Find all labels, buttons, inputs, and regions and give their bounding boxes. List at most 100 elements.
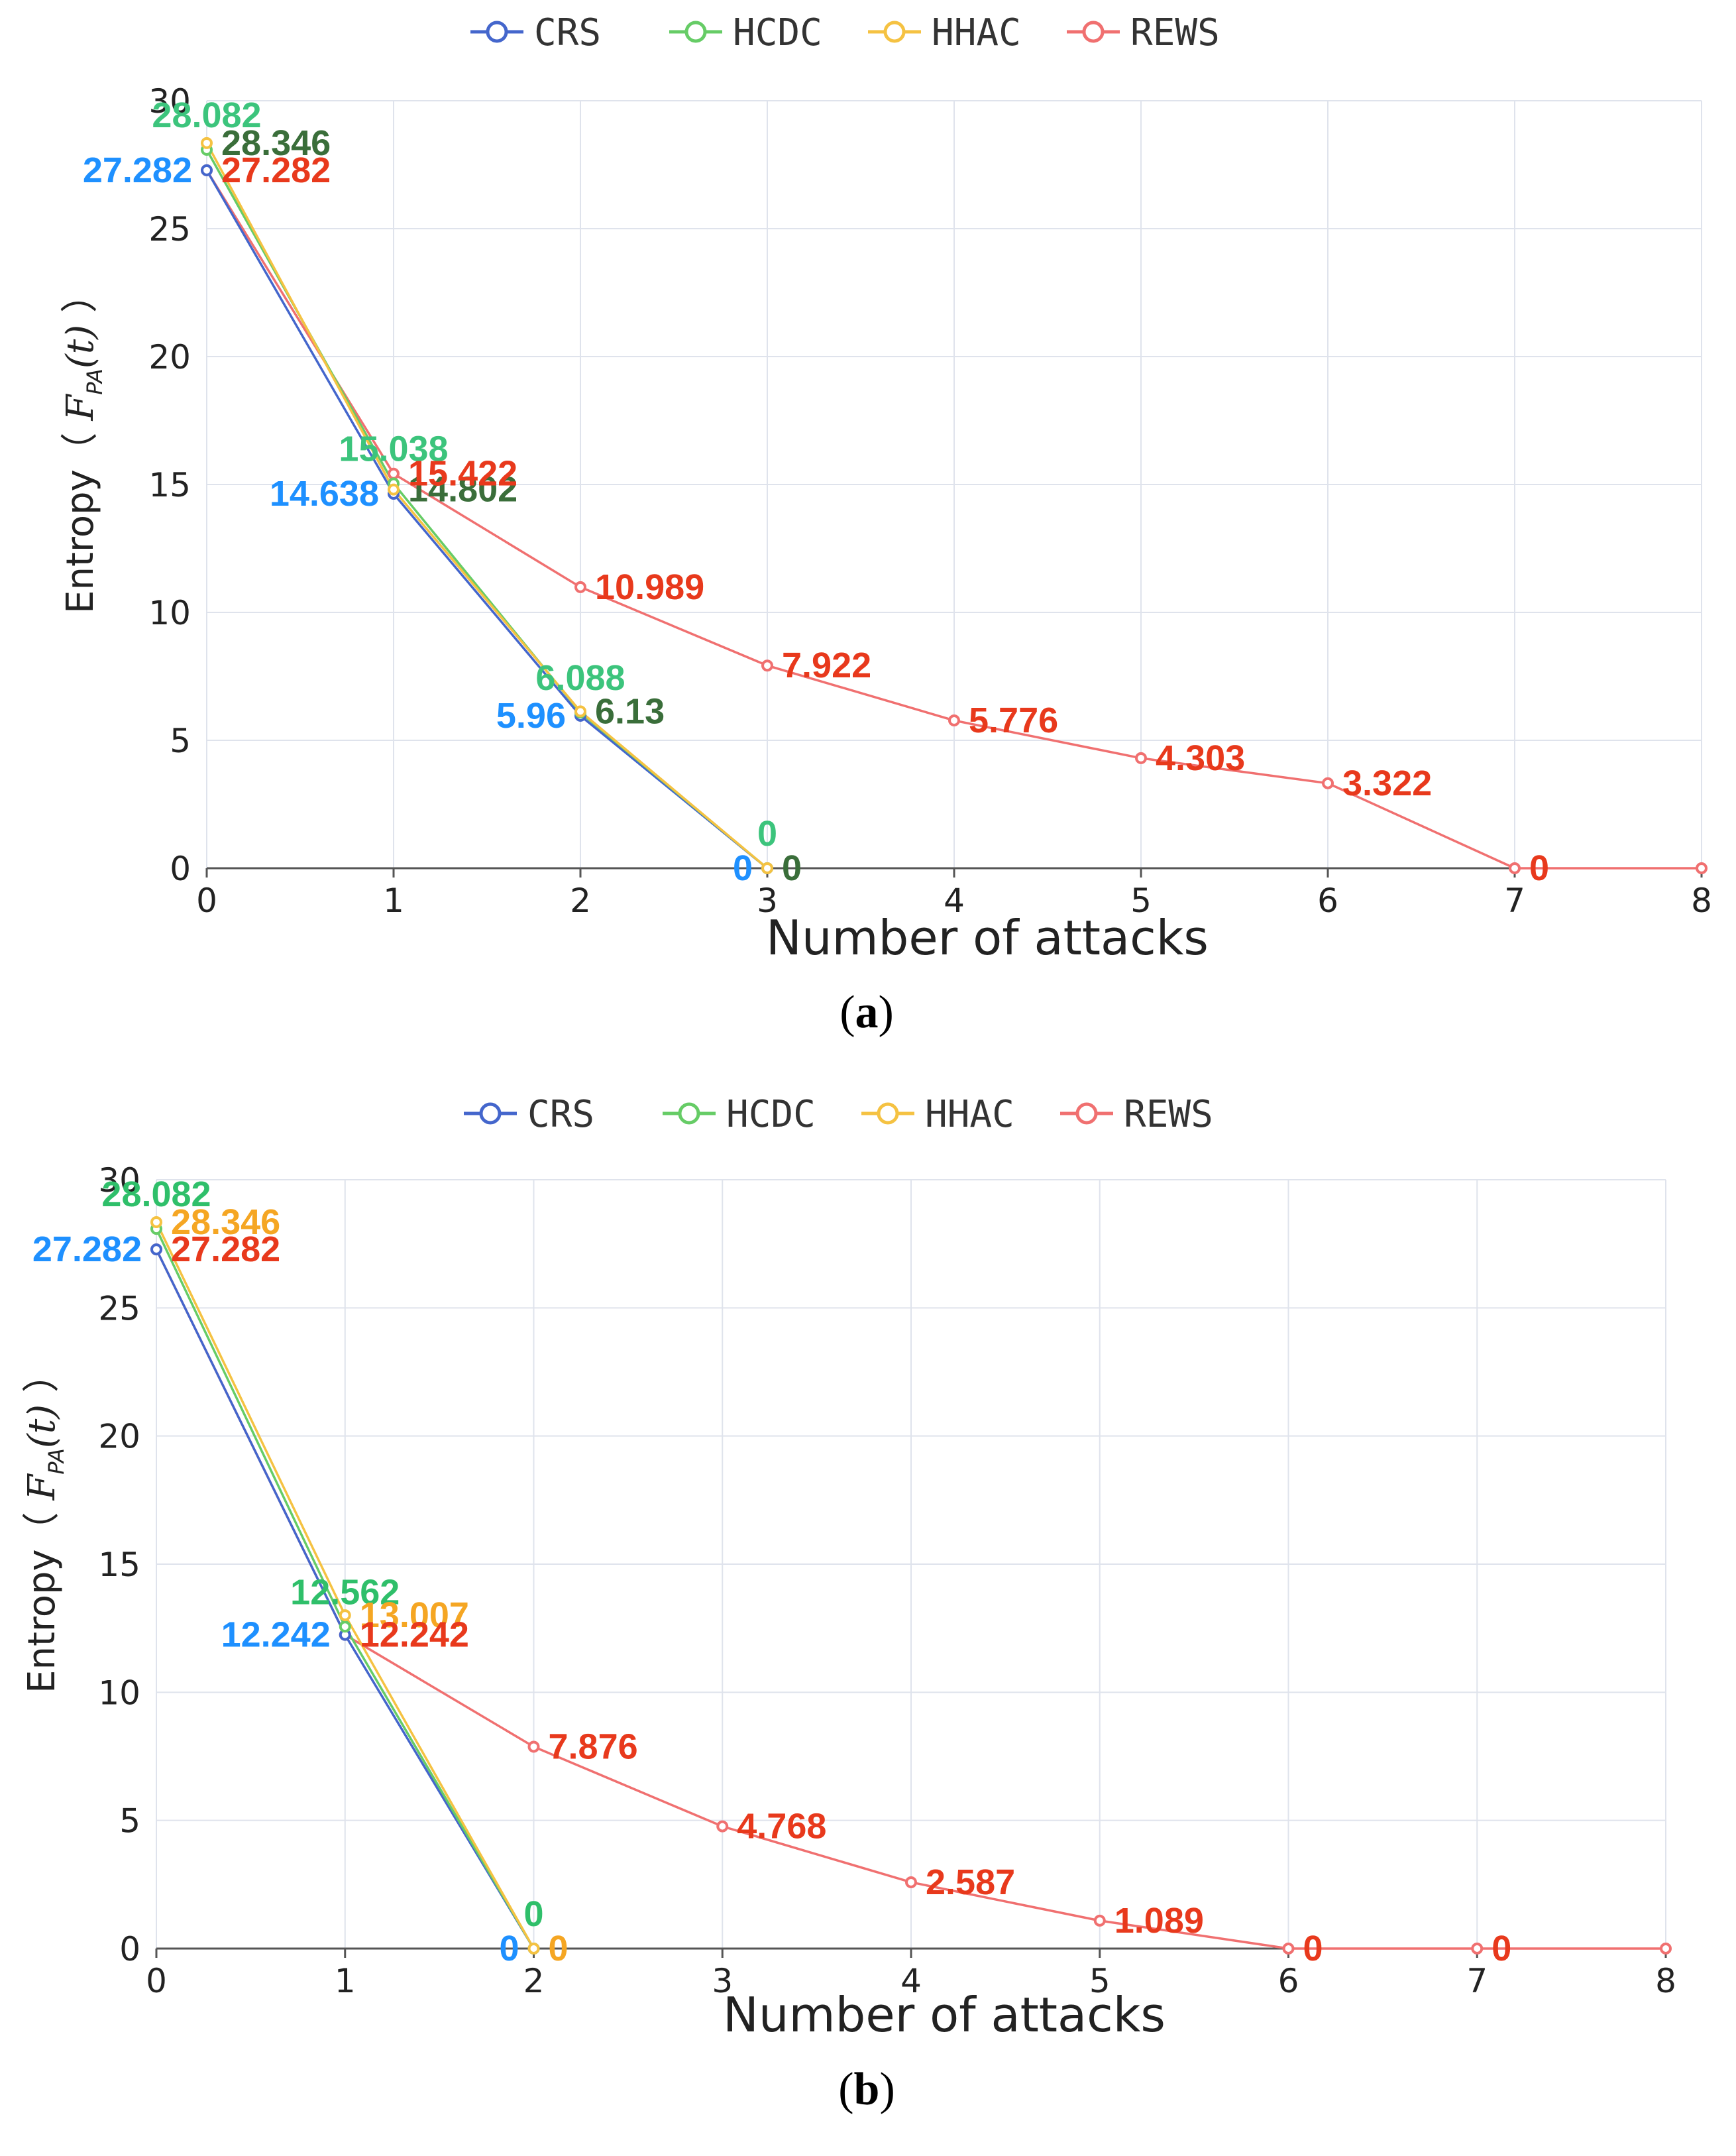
chart-b-data-label-hcdc-0: 28.082: [101, 1174, 211, 1214]
chart-b-y-axis-title-sub: PA: [44, 1448, 69, 1475]
chart-a-y-axis-title-sub: PA: [82, 369, 107, 395]
chart-a-ytick-label-2: 10: [148, 594, 191, 632]
chart-a-y-axis-title-var: F: [59, 394, 102, 422]
chart-a: 0 1 2 3 4 5 6 7 8 0 5 10 15 20 25 30 Number of attacks En…: [59, 11, 1712, 1038]
chart-b-data-label-crs-0: 27.282: [32, 1229, 142, 1269]
chart-b-xtick-label-0: 0: [146, 1962, 167, 2000]
chart-b-ytick-label-5: 25: [98, 1289, 140, 1328]
chart-b-xtick-label-4: 4: [900, 1962, 922, 2000]
chart-b-legend-label-rews: REWS: [1124, 1093, 1213, 1136]
chart-a-point-rews-4: [948, 714, 960, 727]
chart-a-point-rews-8: [1696, 862, 1708, 874]
chart-a-series-line-hhac: [205, 142, 769, 870]
chart-b-data-label-rews-0: 27.282: [171, 1229, 280, 1269]
chart-a-y-axis-title-text: Entropy（ FPA(t) ）: [59, 276, 107, 614]
chart-b-legend-label-crs: CRS: [527, 1093, 594, 1136]
chart-a-legend-marker-rews: [1082, 21, 1105, 43]
chart-b-xtick-label-2: 2: [523, 1962, 545, 2000]
chart-a-point-crs-0: [201, 164, 213, 176]
chart-a-xtick-label-7: 7: [1504, 881, 1525, 920]
chart-b-data-label-hcdc-1: 12.562: [290, 1572, 400, 1612]
chart-a-legend-label-rews: REWS: [1130, 11, 1220, 54]
chart-a-data-label-rews-4: 5.776: [969, 701, 1058, 740]
chart-a-xtick-label-3: 3: [757, 881, 778, 920]
chart-b-data-label-crs-1: 12.242: [221, 1615, 331, 1655]
chart-a-legend-label-hhac: HHAC: [932, 11, 1021, 54]
chart-a-y-axis-title-word: Entropy（: [59, 421, 102, 614]
chart-a-caption-letter: a: [855, 987, 879, 1038]
chart-b-ytick-label-4: 20: [98, 1418, 140, 1456]
chart-b-y-axis-title: Entropy（ FPA(t) ）: [21, 1355, 69, 1693]
chart-a-caption: (a): [840, 987, 894, 1038]
chart-a-xtick-label-2: 2: [570, 881, 591, 920]
chart-a-caption-open: (: [840, 987, 855, 1038]
chart-b-point-hcdc-1: [339, 1620, 351, 1633]
chart-b-legend-item-hhac: HHAC: [861, 1093, 1014, 1136]
chart-a-ytick-label-0: 0: [170, 850, 191, 888]
chart-a-point-hhac-2: [574, 705, 586, 718]
chart-b-legend-marker-hcdc: [678, 1102, 700, 1125]
chart-b-y-axis-title-word: Entropy（: [21, 1501, 64, 1693]
chart-a-data-label-rews-2: 10.989: [595, 567, 704, 607]
chart-b-data-label-rews-1: 12.242: [360, 1615, 469, 1655]
chart-b-data-label-hhac-1: 13.007: [360, 1595, 469, 1635]
chart-b-legend-marker-rews: [1075, 1102, 1098, 1125]
chart-a-data-label-hhac-0: 28.346: [221, 123, 331, 163]
chart-b-legend-item-crs: CRS: [464, 1093, 594, 1136]
chart-b-data-label-rews-7: 0: [1492, 1929, 1511, 1968]
chart-a-point-hhac-3: [761, 862, 773, 874]
chart-b-point-rews-6: [1282, 1943, 1295, 1955]
chart-b-ytick-label-3: 15: [98, 1546, 140, 1584]
chart-a-data-label-rews-1: 15.422: [408, 454, 517, 494]
chart-a-xtick-label-4: 4: [944, 881, 965, 920]
chart-b-xtick-label-3: 3: [712, 1962, 733, 2000]
chart-b-point-rews-3: [716, 1820, 729, 1833]
chart-b-data-label-rews-4: 2.587: [926, 1862, 1015, 1902]
chart-b-data-label-rews-3: 4.768: [737, 1807, 826, 1846]
chart-b-caption: (b): [838, 2064, 895, 2115]
chart-b-caption-open: (: [838, 2064, 853, 2115]
chart-a-data-label-crs-3: 0: [733, 848, 753, 888]
chart-b-point-rews-8: [1660, 1943, 1672, 1955]
chart-b-caption-letter: b: [854, 2064, 880, 2115]
chart-b-x-axis-title: Number of attacks: [723, 1987, 1166, 2043]
chart-a-series-line-crs: [205, 170, 769, 870]
chart-a-data-label-rews-7: 0: [1529, 848, 1549, 888]
chart-a-y-axis-title: Entropy（ FPA(t) ）: [59, 276, 107, 614]
chart-b-ytick-label-6: 30: [98, 1161, 140, 1200]
chart-a-data-label-hcdc-1: 15.038: [339, 429, 448, 469]
chart-a-legend-item-rews: REWS: [1067, 11, 1220, 54]
chart-a-ytick-label-5: 25: [148, 210, 191, 249]
chart-a-data-label-hcdc-3: 0: [757, 814, 777, 854]
chart-b-data-label-rews-6: 0: [1303, 1929, 1323, 1968]
chart-a-xtick-label-5: 5: [1130, 881, 1152, 920]
chart-a-data-label-crs-0: 27.282: [83, 150, 192, 190]
chart-b-legend-marker-hhac: [877, 1102, 899, 1125]
chart-a-ytick-label-6: 30: [148, 82, 191, 121]
chart-b-data-label-crs-2: 0: [499, 1929, 519, 1968]
chart-a-ytick-label-4: 20: [148, 338, 191, 376]
chart-b: 0 1 2 3 4 5 6 7 8 0 5 10 15 20 25 30 Number of attacks En…: [21, 1093, 1676, 2115]
chart-b-xtick-label-5: 5: [1089, 1962, 1111, 2000]
chart-b-data-label-rews-2: 7.876: [549, 1727, 638, 1766]
chart-a-legend-item-crs: CRS: [470, 11, 601, 54]
chart-a-xtick-label-1: 1: [383, 881, 404, 920]
chart-a-point-rews-5: [1135, 752, 1147, 764]
chart-a-data-label-hhac-1: 14.802: [408, 470, 517, 510]
chart-b-point-rews-2: [527, 1740, 540, 1753]
chart-a-y-axis-title-close: ）: [59, 276, 102, 325]
chart-b-legend-item-hcdc: HCDC: [663, 1093, 816, 1136]
chart-b-legend-marker-crs: [479, 1102, 502, 1125]
chart-b-data-label-hhac-2: 0: [549, 1929, 569, 1968]
chart-a-data-label-rews-3: 7.922: [782, 646, 871, 685]
chart-b-ytick-label-1: 5: [119, 1802, 140, 1841]
chart-b-point-hhac-1: [339, 1609, 351, 1622]
chart-b-data-label-hcdc-2: 0: [523, 1894, 543, 1934]
chart-b-y-axis-title-arg: (t): [21, 1404, 64, 1448]
chart-b-xtick-label-7: 7: [1466, 1962, 1488, 2000]
chart-b-xtick-label-1: 1: [335, 1962, 356, 2000]
chart-a-legend-item-hcdc: HCDC: [669, 11, 822, 54]
chart-b-data-label-hhac-0: 28.346: [171, 1202, 280, 1242]
chart-a-legend-label-hcdc: HCDC: [733, 11, 822, 54]
